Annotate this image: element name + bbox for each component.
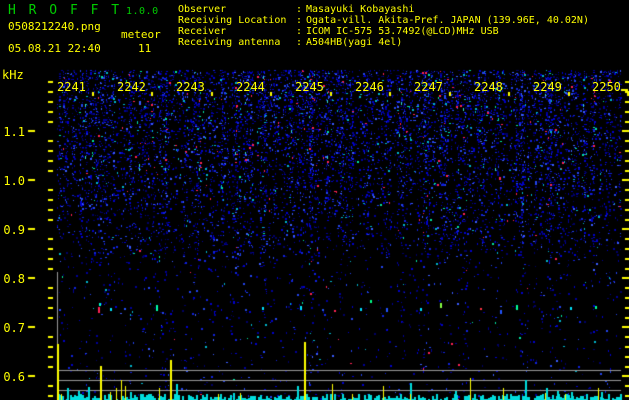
info-label: Observer — [178, 4, 227, 15]
time-label-2249: 2249 — [533, 80, 562, 94]
info-separator: : — [296, 26, 303, 37]
app-version: 1.0.0 — [126, 6, 159, 17]
info-value: A504HB(yagi 4el) — [306, 37, 403, 48]
freq-label-0.9: 0.9 — [3, 223, 25, 237]
time-label-2246: 2246 — [355, 80, 384, 94]
time-label-2243: 2243 — [176, 80, 205, 94]
freq-label-1.1: 1.1 — [3, 125, 25, 139]
freq-label-0.7: 0.7 — [3, 321, 25, 335]
info-label: Receiving antenna — [178, 37, 281, 48]
info-label: Receiving Location — [178, 15, 287, 26]
freq-label-0.8: 0.8 — [3, 272, 25, 286]
info-separator: : — [296, 4, 303, 15]
meteor-count-badge: 11 — [138, 42, 152, 55]
time-label-2245: 2245 — [295, 80, 324, 94]
datetime-label: 05.08.21 22:40 — [8, 42, 101, 55]
output-filename: 0508212240.png — [8, 20, 101, 33]
time-label-2247: 2247 — [414, 80, 443, 94]
info-value: ICOM IC-575 53.7492(@LCD)MHz USB — [306, 26, 499, 37]
info-label: Receiver — [178, 26, 227, 37]
time-label-2250: 2250 — [592, 80, 621, 94]
time-label-2248: 2248 — [474, 80, 503, 94]
time-label-2241: 2241 — [57, 80, 86, 94]
info-row-observer: Observer: Masayuki Kobayashi — [178, 5, 414, 15]
info-separator: : — [296, 37, 303, 48]
time-label-2242: 2242 — [117, 80, 146, 94]
mode-label: meteor — [121, 28, 161, 41]
app-title: H R O F F T — [8, 3, 122, 18]
info-value: Ogata-vill. Akita-Pref. JAPAN (139.96E, … — [306, 15, 589, 26]
freq-label-0.6: 0.6 — [3, 370, 25, 384]
info-row-antenna: Receiving antenna: A504HB(yagi 4el) — [178, 38, 402, 48]
info-separator: : — [296, 15, 303, 26]
frequency-unit-label: kHz — [2, 68, 24, 82]
info-row-location: Receiving Location: Ogata-vill. Akita-Pre… — [178, 16, 589, 26]
freq-label-1.0: 1.0 — [3, 174, 25, 188]
info-row-receiver: Receiver: ICOM IC-575 53.7492(@LCD)MHz US… — [178, 27, 499, 37]
info-value: Masayuki Kobayashi — [306, 4, 415, 15]
time-label-2244: 2244 — [236, 80, 265, 94]
